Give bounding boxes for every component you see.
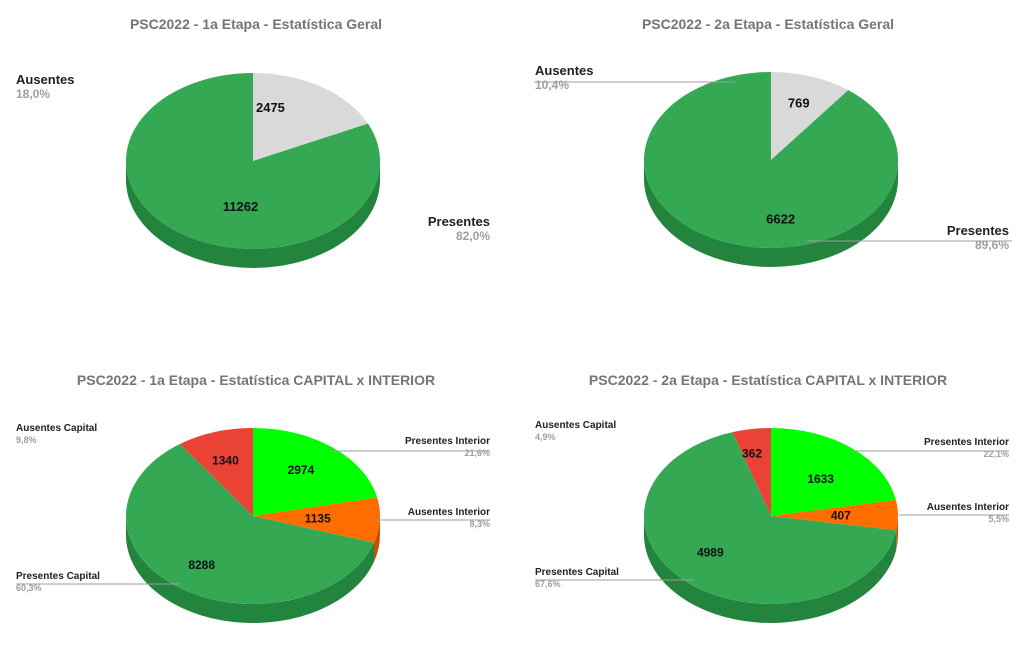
chart-title: PSC2022 - 1a Etapa - Estatística Geral [129,16,383,32]
slice-side-1 [896,516,898,550]
pie-chart-3: 2974 1135 8288 1340 [16,428,490,623]
pie-slice-1 [125,73,380,250]
slice-side-1 [373,516,380,562]
slice-side-2 [126,516,374,623]
pie-slice-0 [253,73,368,161]
pie-slice-2 [125,444,374,604]
chart-title: PSC2022 - 2a Etapa - Estatística Geral [641,16,895,32]
chart-panel-1: PSC2022 - 1a Etapa - Estatística Geral 2… [0,0,512,334]
pie-slice-0 [771,72,849,160]
slice-value-label-1: 11262 [223,199,258,214]
slice-value-label-0: 2475 [256,100,285,115]
chart-panel-3: PSC2022 - 1a Etapa - Estatística CAPITAL… [0,334,512,668]
slice-label-presentes-capital: Presentes Capital 67,6% [535,567,619,589]
pie-slice-0 [771,428,896,516]
slice-label-ausentes: Ausentes 18,0% [16,72,75,101]
slice-label-presentes-capital: Presentes Capital 60,3% [16,571,100,593]
slice-value-label-1: 6622 [766,212,795,227]
pie-chart-2: 769 6622 [534,72,1012,267]
chart-title: PSC2022 - 1a Etapa - Estatística CAPITAL… [76,372,436,388]
pie-slice-1 [771,500,898,531]
slice-label-ausentes-capital: Ausentes Capital 9,8% [16,423,98,445]
slice-label-ausentes: Ausentes 10,4% [535,63,594,92]
pie-slice-3 [732,428,771,516]
slice-label-ausentes-interior: Ausentes Interior 8,3% [407,507,490,529]
slice-value-label-1: 1135 [305,511,331,525]
slice-label-ausentes-capital: Ausentes Capital 4,9% [535,420,617,442]
pie-slice-0 [253,428,378,516]
slice-value-label-2: 4989 [697,546,724,560]
pie-slice-3 [179,428,253,516]
slice-side-1 [644,160,898,267]
slice-value-label-3: 1340 [212,454,239,468]
slice-value-label-0: 2974 [288,463,315,477]
slice-value-label-1: 407 [831,509,851,523]
slice-label-presentes-interior: Presentes Interior 22,1% [923,437,1009,459]
slice-side-1 [126,161,380,268]
pie-chart-1: 2475 11262 [125,73,380,268]
slice-label-ausentes-interior: Ausentes Interior 5,5% [926,502,1009,524]
pie-chart-4: 1633 407 4989 362 [535,428,1009,623]
slice-value-label-0: 769 [788,95,810,110]
chart-panel-2: PSC2022 - 2a Etapa - Estatística Geral 7… [512,0,1024,334]
pie-slice-2 [644,432,897,604]
slice-label-presentes: Presentes 89,6% [946,223,1009,252]
slice-value-label-2: 8288 [188,558,215,572]
chart-panel-4: PSC2022 - 2a Etapa - Estatística CAPITAL… [512,334,1024,668]
slice-value-label-3: 362 [742,446,762,460]
slice-label-presentes-interior: Presentes Interior 21,6% [404,436,490,458]
slice-side-2 [644,516,897,623]
pie-slice-1 [253,497,380,543]
slice-value-label-0: 1633 [807,472,834,486]
chart-title: PSC2022 - 2a Etapa - Estatística CAPITAL… [588,372,948,388]
slice-label-presentes: Presentes 82,0% [427,214,490,243]
pie-slice-1 [644,72,899,248]
